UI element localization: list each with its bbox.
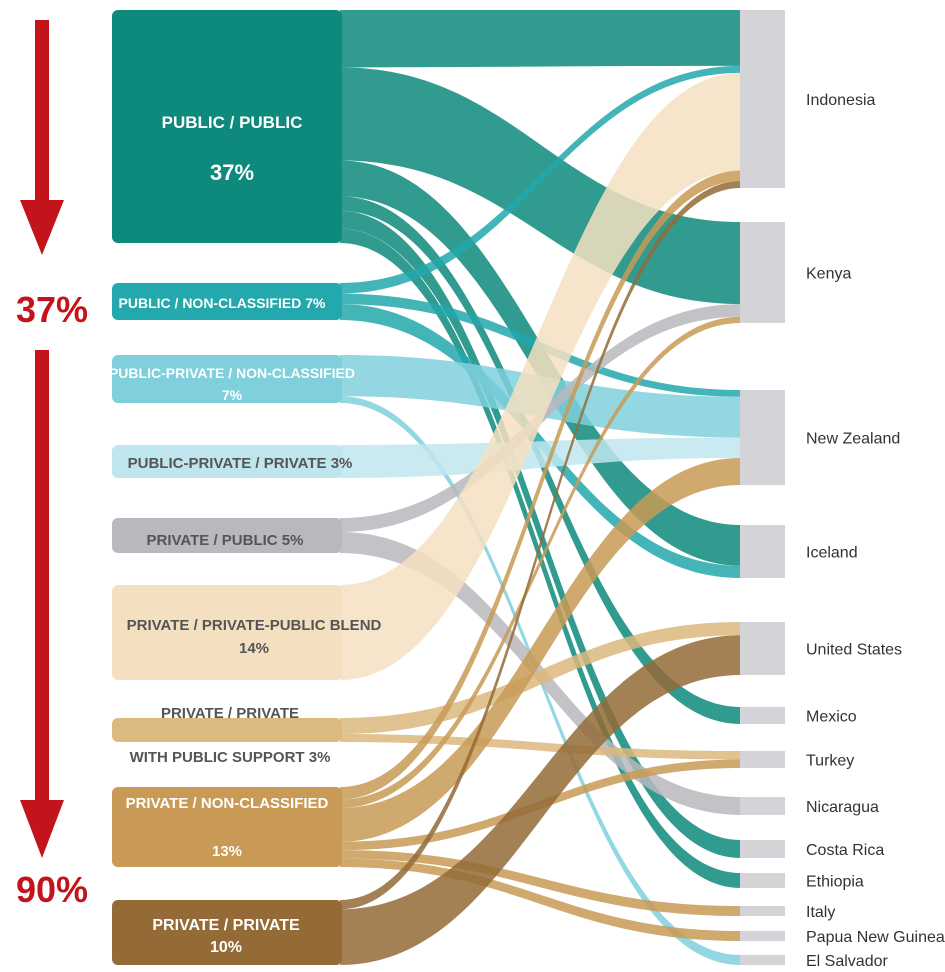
target-label-indonesia: Indonesia xyxy=(806,92,875,109)
source-label-ppnc-0: PUBLIC-PRIVATE / NON-CLASSIFIED xyxy=(109,365,355,381)
source-label-pp-1: 37% xyxy=(210,160,254,185)
flow-prnc-to-nz xyxy=(340,457,741,842)
target-node-italy xyxy=(740,906,785,916)
bottom-arrow-head xyxy=(20,800,64,858)
source-label-prp-0: PRIVATE / PUBLIC 5% xyxy=(147,532,304,549)
source-node-prpr xyxy=(112,900,342,965)
arrow-label-90: 90% xyxy=(16,869,88,910)
target-label-png: Papua New Guinea xyxy=(806,929,945,946)
source-node-ppnc xyxy=(112,355,342,403)
flow-prnc-to-indonesia xyxy=(340,170,741,800)
target-label-turkey: Turkey xyxy=(806,753,854,770)
target-node-nz xyxy=(740,390,785,485)
flow-ppp-to-nz xyxy=(340,437,741,478)
target-node-elsalvador xyxy=(740,955,785,965)
target-node-nicaragua xyxy=(740,797,785,815)
top-arrow-shaft xyxy=(35,20,49,200)
source-label-prb-0: PRIVATE / PRIVATE-PUBLIC BLEND xyxy=(127,617,382,634)
flow-links xyxy=(340,10,741,966)
top-arrow-head xyxy=(20,200,64,255)
source-label-prs-1: WITH PUBLIC SUPPORT 3% xyxy=(130,749,331,766)
source-label-pnc-0: PUBLIC / NON-CLASSIFIED 7% xyxy=(119,295,326,311)
flow-prb-to-indonesia xyxy=(340,72,741,680)
arrow-label-37: 37% xyxy=(16,289,88,330)
source-label-prpr-0: PRIVATE / PRIVATE xyxy=(152,917,300,934)
flow-prnc-to-kenya xyxy=(340,316,741,809)
source-node-pp xyxy=(112,10,342,243)
target-label-us: United States xyxy=(806,642,902,659)
source-labels: PUBLIC / PUBLIC 37% PUBLIC / NON-CLASSIFIE… xyxy=(109,113,382,956)
target-label-italy: Italy xyxy=(806,904,835,921)
source-label-prs-0: PRIVATE / PRIVATE xyxy=(161,705,299,722)
target-label-nz: New Zealand xyxy=(806,431,900,448)
source-label-prb-1: 14% xyxy=(239,640,269,657)
flow-prs-to-us xyxy=(340,622,741,734)
flow-pp-to-costarica xyxy=(340,210,741,858)
flow-pp-to-indonesia xyxy=(340,10,741,68)
source-node-prnc xyxy=(112,787,342,867)
target-node-ethiopia xyxy=(740,873,785,888)
target-node-indonesia xyxy=(740,10,785,188)
target-label-elsalvador: El Salvador xyxy=(806,953,888,970)
source-node-prp xyxy=(112,518,342,553)
source-node-pnc xyxy=(112,283,342,320)
target-label-mexico: Mexico xyxy=(806,709,857,726)
flow-prpr-to-indonesia xyxy=(340,181,741,910)
source-label-prnc-0: PRIVATE / NON-CLASSIFIED xyxy=(126,795,329,812)
source-node-prb xyxy=(112,585,342,680)
target-label-kenya: Kenya xyxy=(806,266,851,283)
arrow-annotations: 37% 90% xyxy=(16,20,88,910)
source-nodes xyxy=(112,10,342,965)
source-label-ppp-0: PUBLIC-PRIVATE / PRIVATE 3% xyxy=(128,455,353,472)
source-label-ppnc-1: 7% xyxy=(222,387,243,403)
target-label-nicaragua: Nicaragua xyxy=(806,799,879,816)
target-node-us xyxy=(740,622,785,675)
flow-prpr-to-us xyxy=(340,635,741,965)
source-label-prnc-1: 13% xyxy=(212,843,242,860)
target-node-png xyxy=(740,931,785,941)
flow-prnc-to-italy xyxy=(340,850,741,916)
target-label-iceland: Iceland xyxy=(806,545,858,562)
target-node-iceland xyxy=(740,525,785,578)
target-label-ethiopia: Ethiopia xyxy=(806,874,864,891)
target-node-kenya xyxy=(740,222,785,323)
target-labels: Indonesia Kenya New Zealand Iceland United S… xyxy=(806,92,945,970)
flow-pnc-to-iceland xyxy=(340,304,741,578)
flow-prs-to-turkey xyxy=(340,734,741,760)
target-node-costarica xyxy=(740,840,785,858)
source-node-prs xyxy=(112,718,342,742)
target-node-turkey xyxy=(740,751,785,768)
target-nodes xyxy=(740,10,785,965)
flow-prnc-to-png xyxy=(340,858,741,941)
source-label-pp-0: PUBLIC / PUBLIC xyxy=(162,113,303,132)
source-label-prpr-1: 10% xyxy=(210,939,242,956)
flow-pnc-to-indonesia xyxy=(340,65,741,294)
bottom-arrow-shaft xyxy=(35,350,49,800)
target-node-mexico xyxy=(740,707,785,724)
target-label-costarica: Costa Rica xyxy=(806,842,884,859)
source-node-ppp xyxy=(112,445,342,478)
